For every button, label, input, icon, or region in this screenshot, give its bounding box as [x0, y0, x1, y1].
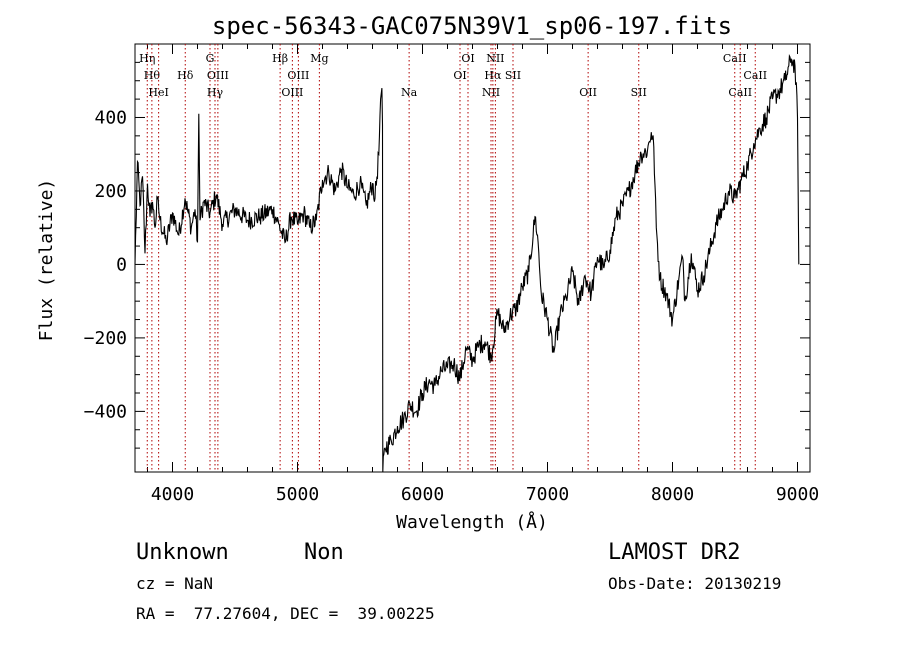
x-tick-label: 6000: [401, 484, 444, 505]
x-tick-label: 7000: [526, 484, 569, 505]
line-marker-label: NII: [482, 86, 500, 99]
obs-date: Obs-Date: 20130219: [608, 574, 782, 593]
line-marker-label: NII: [486, 52, 504, 65]
x-tick-label: 8000: [651, 484, 694, 505]
y-tick-label: 200: [94, 181, 127, 202]
line-marker-label: CaII: [728, 86, 752, 99]
line-marker-label: Hδ: [177, 69, 194, 82]
coordinates: RA = 77.27604, DEC = 39.00225: [136, 604, 435, 623]
x-tick-label: 4000: [151, 484, 194, 505]
line-marker-label: OI: [461, 52, 474, 65]
line-marker-label: OIII: [287, 69, 309, 82]
line-marker-label: Hγ: [207, 86, 224, 99]
y-tick-label: 400: [94, 107, 127, 128]
line-marker-label: OII: [579, 86, 597, 99]
y-tick-label: 0: [116, 254, 127, 275]
spectral-line-markers: HηHθHeIHδGHγOIIIHβOIIIOIIIMgNaOIOINIIHαN…: [139, 44, 767, 472]
line-marker-label: Na: [401, 86, 418, 99]
line-marker-label: OIII: [281, 86, 303, 99]
y-axis-label: Flux (relative): [36, 179, 57, 342]
y-tick-label: −400: [84, 401, 127, 422]
y-tick-label: −200: [84, 328, 127, 349]
chart-title: spec-56343-GAC075N39V1_sp06-197.fits: [212, 12, 732, 40]
line-marker-label: CaII: [723, 52, 747, 65]
plot-frame: [134, 43, 811, 473]
survey-name: LAMOST DR2: [608, 540, 741, 565]
x-axis-label: Wavelength (Å): [396, 511, 548, 533]
line-marker-label: CaII: [743, 69, 767, 82]
x-tick-label: 5000: [276, 484, 319, 505]
spectrum-line: [134, 53, 800, 473]
line-marker-label: OI: [453, 69, 466, 82]
line-marker-label: HeI: [148, 86, 168, 99]
line-marker-label: Hα: [484, 69, 502, 82]
object-subclass: Non: [304, 540, 344, 565]
line-marker-label: G: [206, 52, 215, 65]
x-tick-label: 9000: [776, 484, 819, 505]
series-group: [134, 53, 800, 473]
line-marker-label: SII: [505, 69, 521, 82]
line-marker-label: SII: [631, 86, 647, 99]
line-marker-label: Hβ: [272, 52, 288, 65]
line-marker-label: Hη: [139, 52, 155, 65]
line-marker-label: Hθ: [144, 69, 161, 82]
axes: 4000 5000 6000 7000 8000 9000 −400 −200 0 200 400: [84, 43, 819, 505]
line-marker-label: Mg: [310, 52, 328, 65]
object-class: Unknown: [136, 540, 229, 565]
redshift: cz = NaN: [136, 574, 214, 593]
line-marker-label: OIII: [207, 69, 229, 82]
